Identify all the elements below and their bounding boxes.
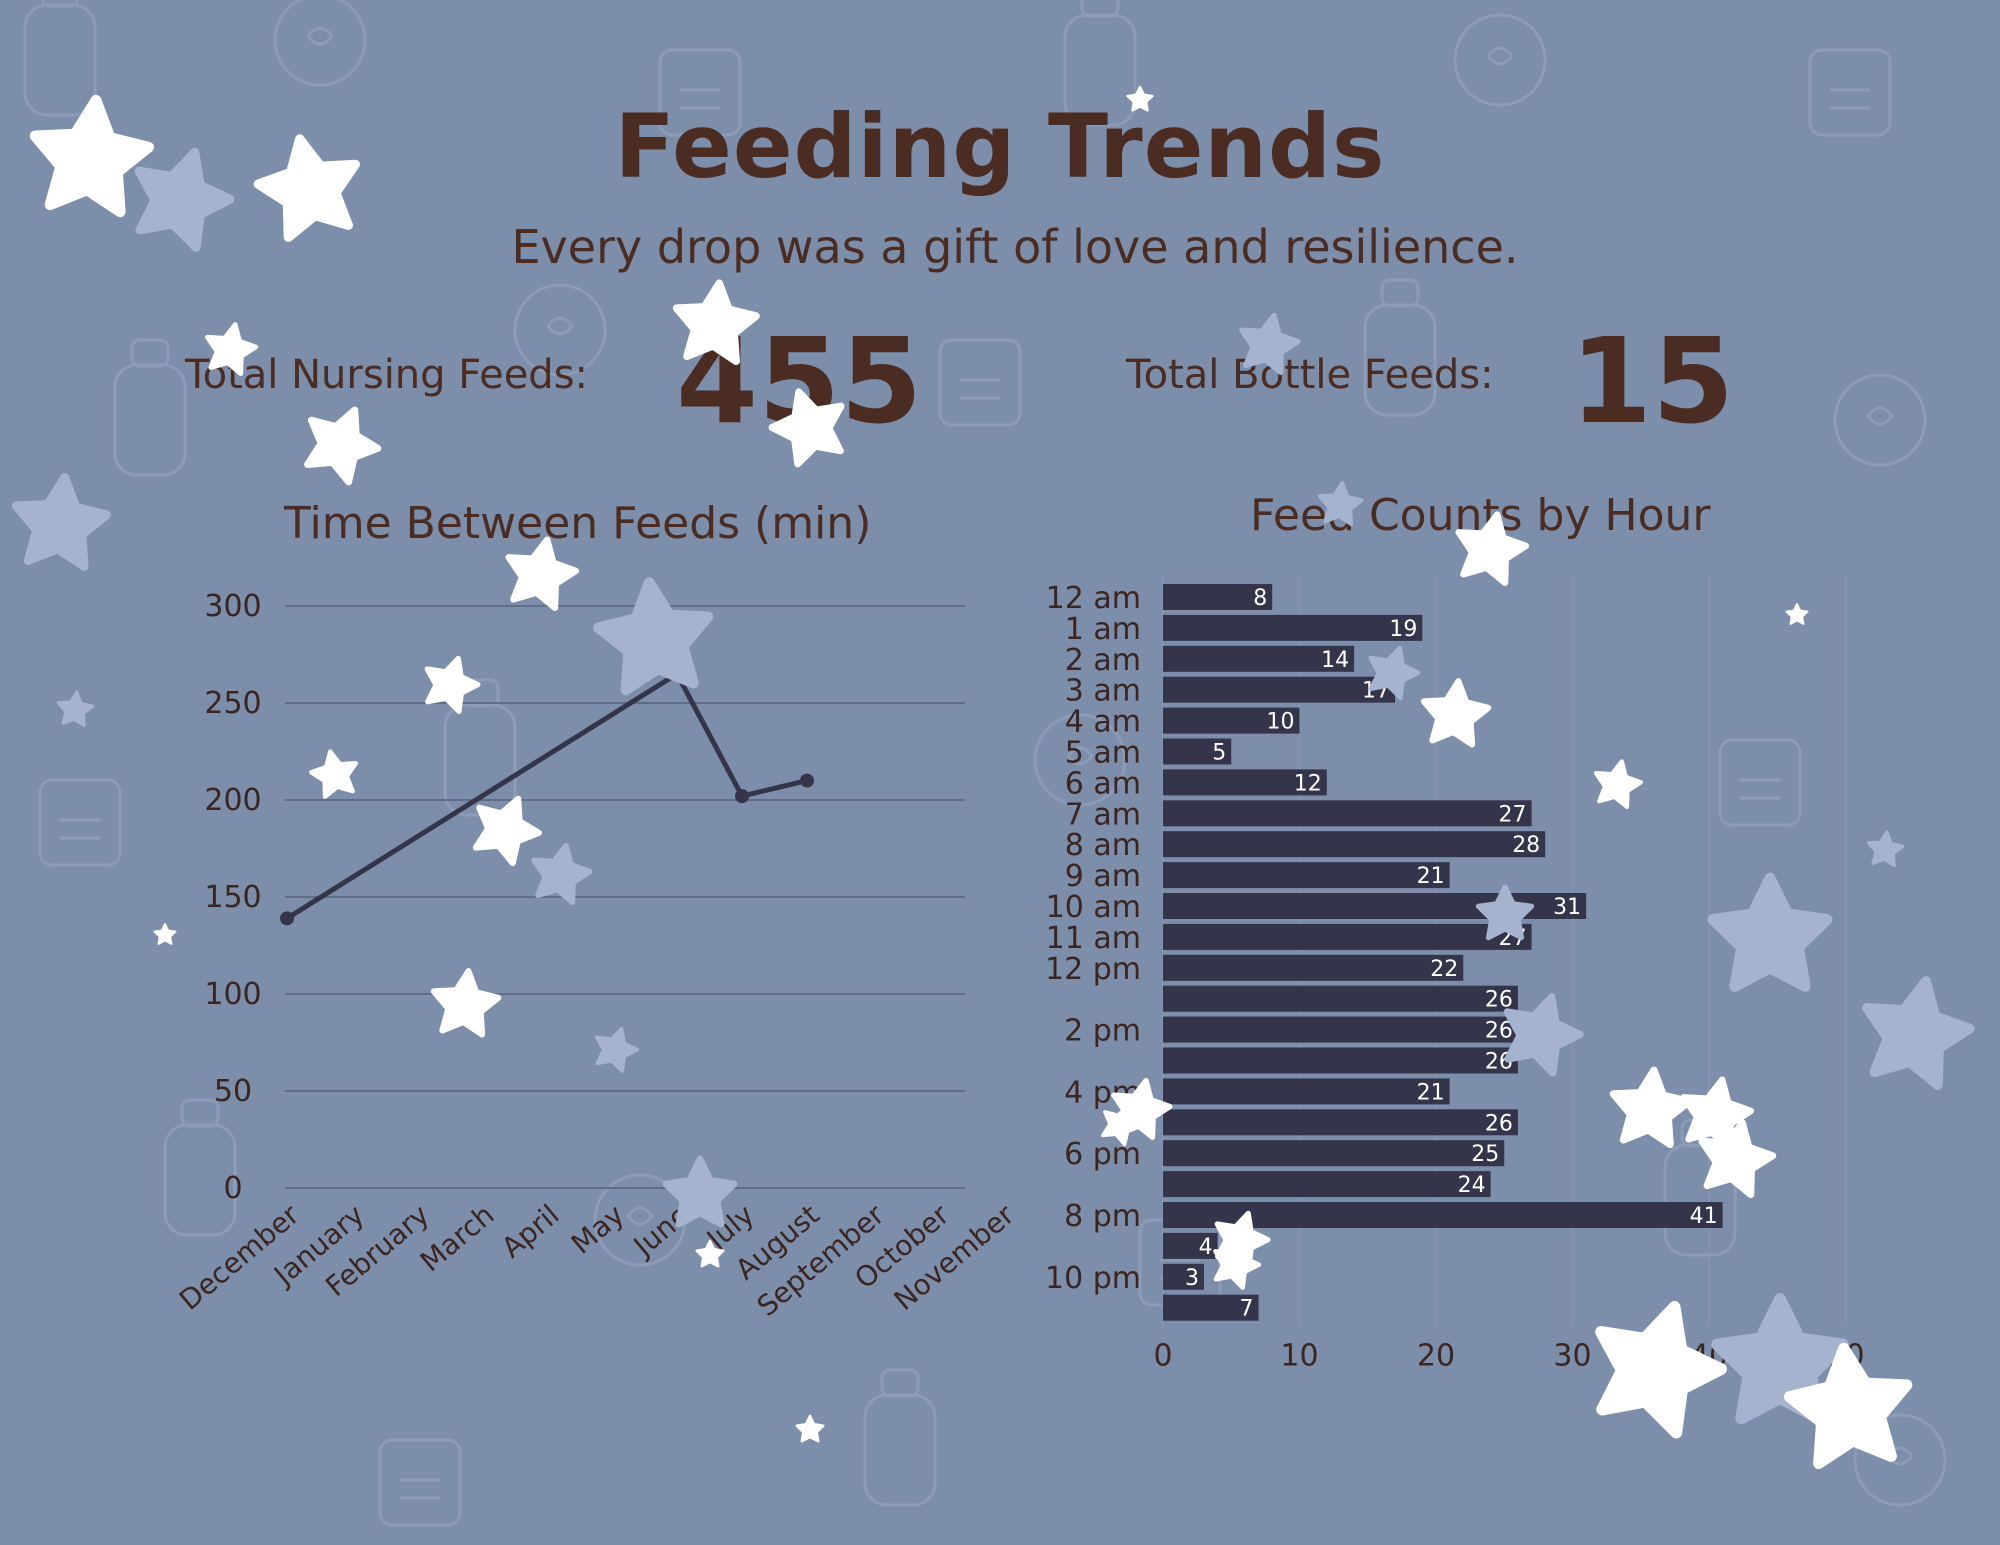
x-tick-label: June (626, 1198, 695, 1264)
bar-value-label: 3 (1185, 1266, 1199, 1291)
hour-bar (1163, 923, 1532, 950)
hour-bar (1163, 831, 1546, 858)
bar-value-label: 4 (1199, 1235, 1213, 1260)
hour-bar (1163, 1294, 1259, 1321)
y-tick-label: 11 am (1046, 921, 1141, 956)
feed-counts-by-hour-chart: 0 10 20 30 40 50 8 12 am 19 1 am 14 2 am 17 3 am 10 4 a… (1045, 574, 1865, 1374)
y-tick-label: 8 pm (1064, 1199, 1141, 1234)
hour-bar (1163, 1202, 1723, 1228)
line-point (735, 789, 749, 804)
bar-value-label: 26 (1485, 988, 1513, 1013)
line-series (285, 671, 808, 921)
hour-bar (1163, 738, 1232, 765)
y-tick-label: 0 (223, 1171, 242, 1206)
x-tick-label: 40 (1690, 1339, 1728, 1374)
bar-chart-title: Feed Counts by Hour (1250, 490, 1711, 541)
bar-value-label: 28 (1512, 833, 1540, 858)
hour-bar (1163, 1016, 1518, 1043)
bar-value-label: 17 (1362, 679, 1390, 704)
page-subtitle: Every drop was a gift of love and resili… (511, 220, 1519, 274)
x-tick-label: 0 (1153, 1339, 1172, 1374)
y-tick-label: 50 (214, 1074, 252, 1109)
x-tick-label: 30 (1553, 1339, 1591, 1374)
hour-bar (1163, 1047, 1518, 1074)
time-between-feeds-chart: 050100150200250300DecemberJanuaryFebruar… (173, 589, 1021, 1323)
hour-bar (1163, 707, 1300, 734)
bar-value-label: 26 (1485, 1019, 1513, 1044)
bar-value-label: 27 (1499, 802, 1527, 827)
hour-bar (1163, 769, 1327, 796)
y-tick-label: 12 am (1046, 581, 1141, 616)
x-tick-label: May (565, 1198, 631, 1260)
y-tick-label: 300 (204, 589, 261, 624)
y-tick-label: 150 (204, 880, 261, 915)
x-tick-label: March (414, 1198, 501, 1278)
y-tick-label: 3 am (1065, 674, 1141, 709)
bottle-feeds-label: Total Bottle Feeds: (1126, 352, 1494, 398)
bar-value-label: 26 (1485, 1050, 1513, 1075)
y-tick-label: 10 pm (1045, 1261, 1141, 1296)
x-tick-label: 20 (1417, 1339, 1455, 1374)
hour-bar (1163, 614, 1423, 641)
hour-bar (1163, 1232, 1218, 1259)
bar-value-label: 21 (1417, 864, 1445, 889)
hour-bar (1163, 1109, 1518, 1136)
hour-bar (1163, 985, 1518, 1012)
line-point (800, 773, 814, 788)
y-tick-label: 250 (204, 686, 261, 721)
x-tick-label: 50 (1826, 1339, 1864, 1374)
y-tick-label: 4 pm (1064, 1075, 1141, 1110)
y-tick-label: 6 am (1065, 766, 1141, 801)
bar-value-label: 27 (1499, 926, 1527, 951)
bar-value-label: 26 (1485, 1111, 1513, 1136)
hour-bar (1163, 676, 1396, 703)
bar-value-label: 21 (1417, 1080, 1445, 1105)
y-tick-label: 2 pm (1064, 1014, 1141, 1049)
hour-bar (1163, 1263, 1204, 1290)
y-tick-label: 6 pm (1064, 1137, 1141, 1172)
y-tick-label: 100 (204, 977, 261, 1012)
nursing-feeds-value: 455 (676, 312, 923, 450)
y-tick-label: 1 am (1065, 612, 1141, 647)
bar-value-label: 25 (1471, 1142, 1499, 1167)
x-tick-label: April (495, 1198, 565, 1264)
hour-bar (1163, 800, 1532, 827)
hour-bar (1163, 1140, 1505, 1167)
bar-value-label: 31 (1553, 895, 1581, 920)
bar-value-label: 7 (1240, 1297, 1254, 1322)
line-chart-title: Time Between Feeds (min) (284, 498, 872, 549)
bar-value-label: 41 (1690, 1204, 1718, 1229)
bottle-feeds-value: 15 (1570, 312, 1735, 450)
y-tick-label: 12 pm (1045, 952, 1141, 987)
hour-bar (1163, 862, 1450, 889)
bar-value-label: 10 (1267, 710, 1295, 735)
bar-value-label: 19 (1389, 617, 1417, 642)
hour-bar (1163, 645, 1355, 672)
bar-value-label: 8 (1253, 586, 1267, 611)
y-tick-label: 200 (204, 783, 261, 818)
bar-value-label: 22 (1430, 957, 1458, 982)
x-tick-label: 10 (1280, 1339, 1318, 1374)
bar-value-label: 14 (1321, 648, 1349, 673)
page-title: Feeding Trends (614, 95, 1386, 198)
bar-value-label: 5 (1212, 741, 1226, 766)
hour-bar (1163, 893, 1587, 919)
hour-bar (1163, 584, 1273, 610)
y-tick-label: 8 am (1065, 828, 1141, 863)
nursing-feeds-label: Total Nursing Feeds: (185, 352, 589, 398)
hour-bar (1163, 1078, 1450, 1105)
bar-value-label: 24 (1458, 1173, 1486, 1198)
line-point (280, 911, 294, 926)
hour-bar (1163, 1171, 1491, 1198)
y-tick-label: 9 am (1065, 859, 1141, 894)
y-tick-label: 7 am (1065, 797, 1141, 832)
y-tick-label: 5 am (1065, 736, 1141, 771)
hour-bar (1163, 954, 1464, 981)
y-tick-label: 4 am (1065, 705, 1141, 740)
y-tick-label: 10 am (1046, 890, 1141, 925)
bar-value-label: 12 (1294, 771, 1322, 796)
line-point (670, 666, 684, 681)
y-tick-label: 2 am (1065, 643, 1141, 678)
